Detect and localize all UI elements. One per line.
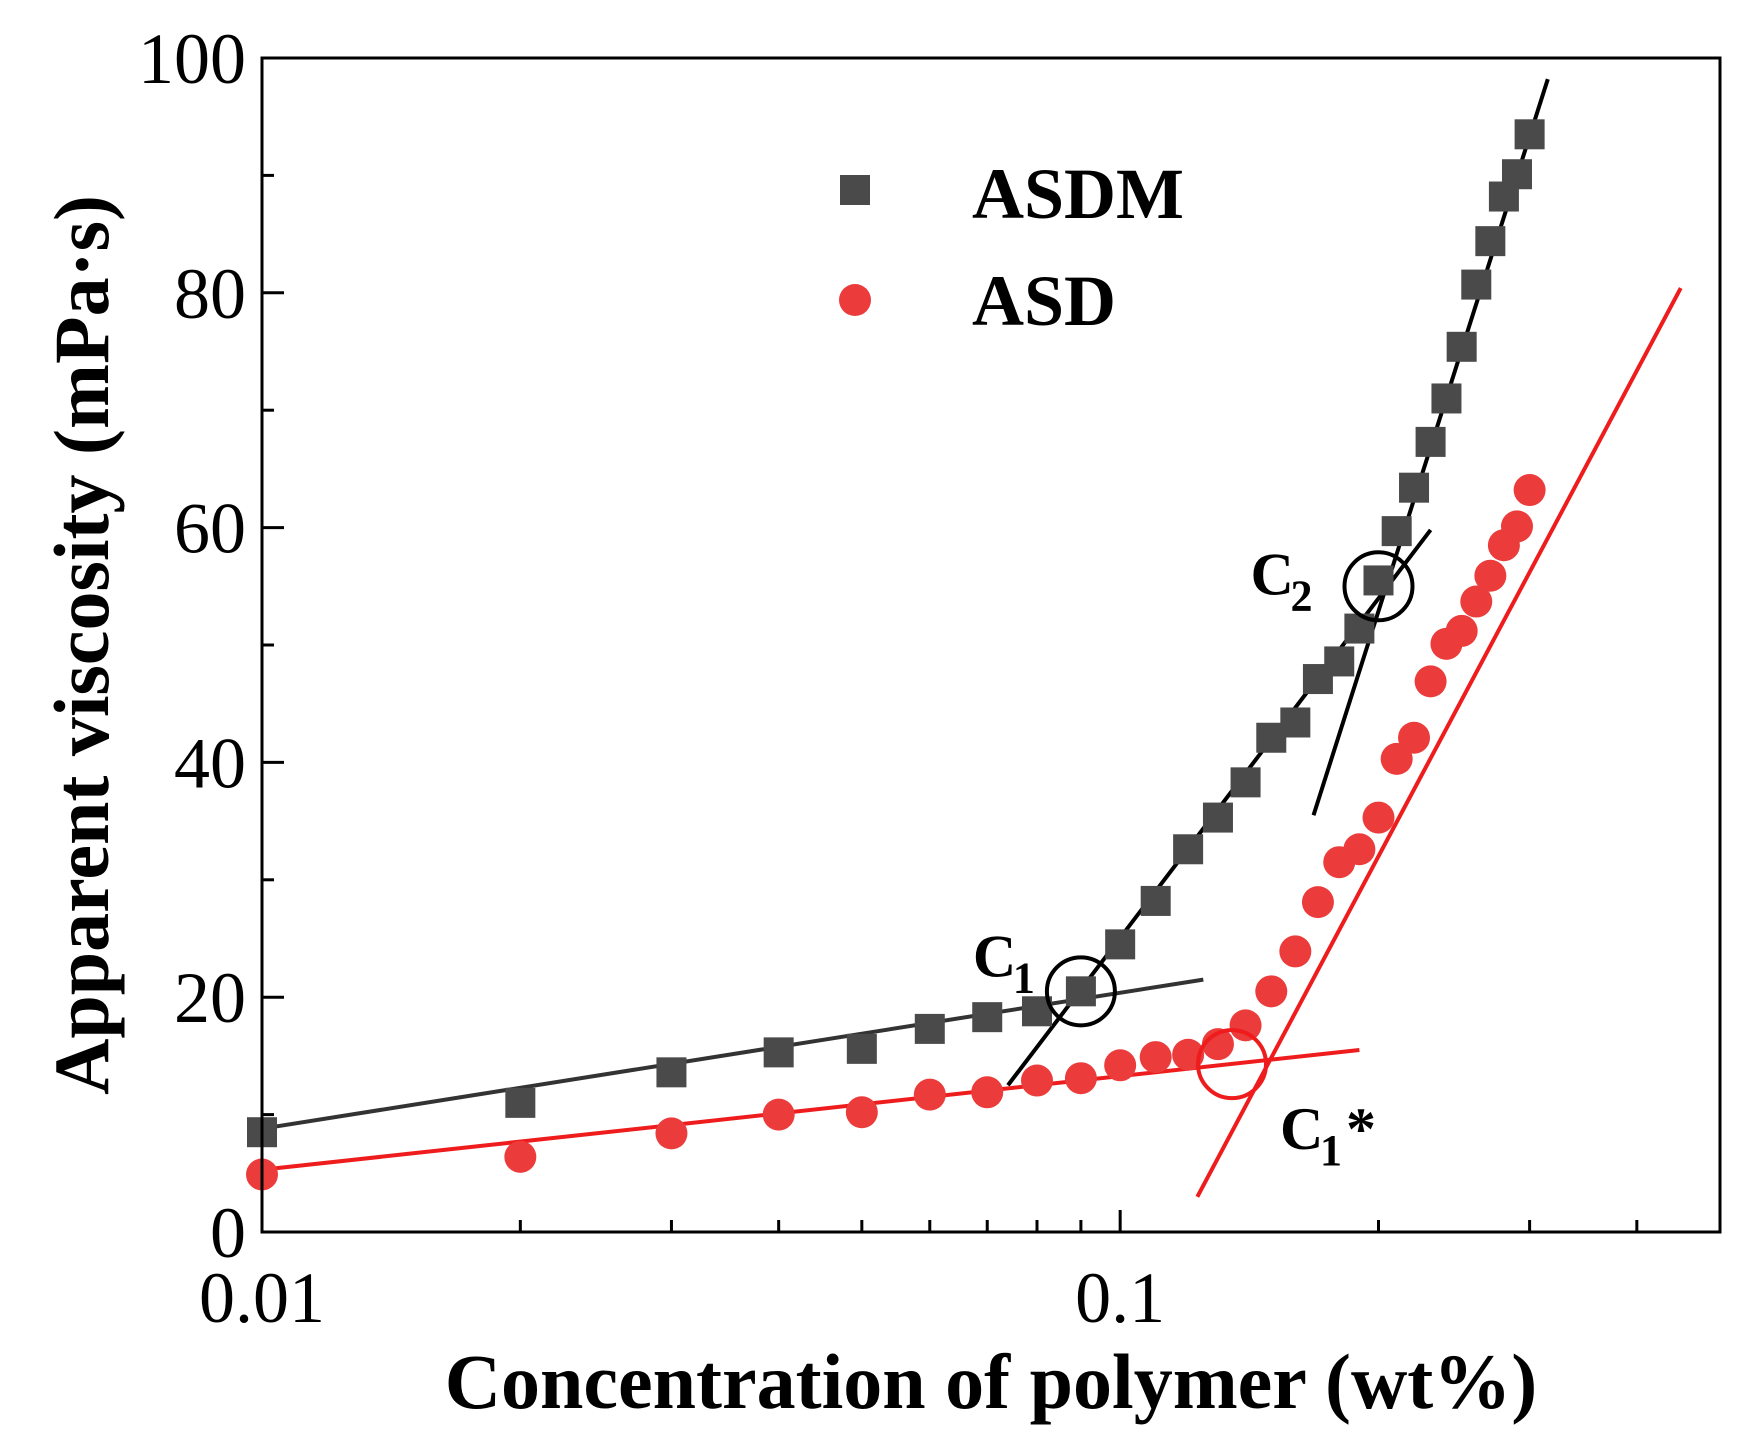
asdm-point [914,1013,945,1044]
asdm-point [505,1087,536,1118]
critical-point-subscript: 2 [1291,571,1313,620]
asdm-point [1140,885,1171,916]
asd-point [845,1096,878,1129]
asd-point [1104,1049,1137,1082]
legend-marker-asdm [840,175,870,205]
y-tick-label: 40 [174,723,246,803]
x-tick-label: 0.01 [199,1258,325,1338]
asd-point [1414,665,1447,698]
asd-point [504,1140,537,1173]
asd-point [762,1098,795,1131]
y-tick-label: 20 [174,958,246,1038]
critical-point-circle [1044,955,1117,1028]
critical-point-subscript: 1 [1320,1126,1342,1175]
asd-point [1229,1009,1262,1042]
asdm-point [1065,976,1096,1007]
critical-point-circle [1196,1028,1269,1101]
asd-point [1021,1064,1054,1097]
asd-point [913,1078,946,1111]
legend-label-asdm: ASDM [972,154,1184,234]
critical-point-label: C [1280,1096,1323,1162]
asdm-point [1173,834,1204,865]
asd-point [1460,585,1493,618]
asd-point [1255,975,1288,1008]
asd-point [1362,801,1395,834]
y-tick-label: 80 [174,254,246,334]
asd-point [655,1117,688,1150]
axis-ticks: 0 20 40 60 80 100 0.01 0.1 [138,19,1639,1338]
asd-point [1343,833,1376,866]
asdm-point [1324,646,1355,677]
asdm-point [1363,565,1394,596]
critical-point-circle [1342,550,1415,623]
asdm-point [1105,929,1136,960]
asd-point [1064,1062,1097,1095]
data-points [246,119,1546,1191]
asd-point [971,1076,1004,1109]
asdm-point [1475,226,1506,257]
asdm-point [972,1002,1003,1033]
asdm-point [1461,269,1492,300]
asdm-point [1202,802,1233,833]
fit-line [261,1048,1360,1172]
critical-point-label: C [973,923,1016,989]
asdm-point [1501,159,1532,190]
asdm-point [1230,767,1261,798]
asdm-point [1280,707,1311,738]
asd-point [1139,1041,1172,1074]
asd-point [1513,474,1546,507]
asdm-point [1415,426,1446,457]
legend-marker-asd [839,284,871,316]
asdm-point [1381,516,1412,547]
asdm-point [846,1033,877,1064]
asd-point [1279,935,1312,968]
asdm-point [1431,383,1462,414]
legend-label-asd: ASD [972,261,1116,341]
asdm-point [656,1057,687,1088]
fit-line [1195,287,1683,1198]
asdm-point [1399,472,1430,503]
x-tick-label: 0.1 [1075,1258,1165,1338]
asd-point [1500,510,1533,543]
asd-point [1301,886,1334,919]
asdm-point [1446,331,1477,362]
legend: ASDM ASD [839,154,1184,341]
critical-point-subscript: 1 [1013,953,1035,1002]
asdm-point [1514,119,1545,150]
asd-point [1445,614,1478,647]
asd-point [1474,559,1507,592]
asd-point [1380,742,1413,775]
y-tick-label: 60 [174,489,246,569]
y-axis-title: Apparent viscosity (mPa·s) [38,195,125,1095]
y-tick-label: 100 [138,19,246,99]
critical-point-label: C [1251,541,1294,607]
critical-point-suffix: * [1346,1096,1376,1162]
y-tick-label: 0 [210,1193,246,1273]
x-axis-title: Concentration of polymer (wt%) [445,1338,1538,1425]
asd-point [1398,721,1431,754]
fit-line [261,977,1204,1131]
asdm-point [763,1037,794,1068]
